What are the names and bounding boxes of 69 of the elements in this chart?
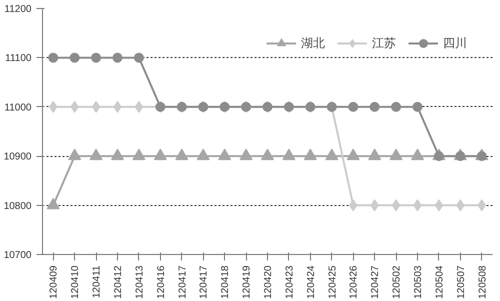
point bbox=[112, 52, 122, 63]
x-tick-label: 120410 bbox=[70, 265, 82, 299]
x-tick-label: 120417 bbox=[198, 265, 210, 299]
point bbox=[70, 100, 79, 113]
point bbox=[175, 148, 188, 160]
legend-label: 四川 bbox=[443, 34, 467, 52]
point bbox=[304, 148, 317, 160]
x-tick-label: 120423 bbox=[284, 265, 296, 299]
x-tick-label: 120416 bbox=[156, 265, 167, 299]
legend-label: 江苏 bbox=[372, 34, 396, 52]
point bbox=[218, 148, 232, 160]
point bbox=[391, 102, 402, 112]
x-tick-label: 120507 bbox=[456, 265, 467, 299]
y-tick-label: 11000 bbox=[4, 102, 32, 114]
point bbox=[434, 199, 444, 212]
x-tick-label: 120418 bbox=[220, 265, 232, 299]
point bbox=[325, 148, 338, 160]
point bbox=[111, 148, 124, 160]
y-tick-label: 10700 bbox=[4, 250, 32, 261]
point bbox=[455, 151, 466, 162]
point bbox=[412, 102, 422, 112]
point bbox=[348, 102, 358, 112]
point bbox=[370, 102, 380, 112]
x-tick-label: 120420 bbox=[263, 265, 274, 299]
point bbox=[240, 148, 253, 160]
point bbox=[346, 148, 360, 160]
point bbox=[196, 148, 210, 160]
point bbox=[92, 100, 100, 113]
point bbox=[68, 148, 82, 160]
point bbox=[132, 148, 146, 160]
point bbox=[390, 148, 403, 160]
x-tick-label: 120502 bbox=[392, 265, 403, 299]
x-tick-label: 120424 bbox=[306, 265, 317, 299]
point bbox=[134, 100, 144, 113]
point bbox=[48, 52, 58, 63]
x-tick-label: 120508 bbox=[477, 265, 488, 299]
point bbox=[392, 199, 400, 212]
point bbox=[434, 151, 444, 162]
point bbox=[134, 52, 144, 63]
x-tick-label: 120409 bbox=[48, 265, 60, 299]
point bbox=[368, 148, 382, 160]
point bbox=[46, 198, 60, 210]
point bbox=[261, 148, 274, 160]
legend-label: 湖北 bbox=[301, 34, 325, 52]
y-tick-label: 10900 bbox=[4, 152, 32, 163]
y-tick-label: 11200 bbox=[4, 4, 32, 15]
x-tick-label: 120413 bbox=[134, 265, 146, 299]
x-tick-label: 120503 bbox=[413, 265, 424, 299]
point bbox=[113, 100, 122, 113]
point bbox=[476, 151, 487, 162]
y-tick-label: 11100 bbox=[5, 53, 32, 64]
x-tick-label: 120412 bbox=[113, 265, 124, 299]
x-tick-label: 120427 bbox=[370, 265, 382, 299]
x-tick-label: 120504 bbox=[434, 265, 446, 299]
point bbox=[91, 52, 102, 63]
point bbox=[413, 199, 422, 212]
x-tick-label: 120419 bbox=[242, 265, 253, 299]
x-tick-label: 120426 bbox=[348, 265, 360, 299]
point bbox=[411, 148, 424, 160]
x-tick-label: 120425 bbox=[327, 265, 338, 299]
point bbox=[154, 148, 167, 160]
point bbox=[90, 148, 103, 160]
point bbox=[370, 199, 379, 212]
point bbox=[70, 52, 80, 63]
point bbox=[282, 148, 296, 160]
x-tick-label: 120411 bbox=[92, 265, 103, 298]
x-tick-label: 120417 bbox=[177, 265, 188, 299]
y-tick-label: 10800 bbox=[4, 200, 32, 212]
point bbox=[456, 199, 465, 212]
